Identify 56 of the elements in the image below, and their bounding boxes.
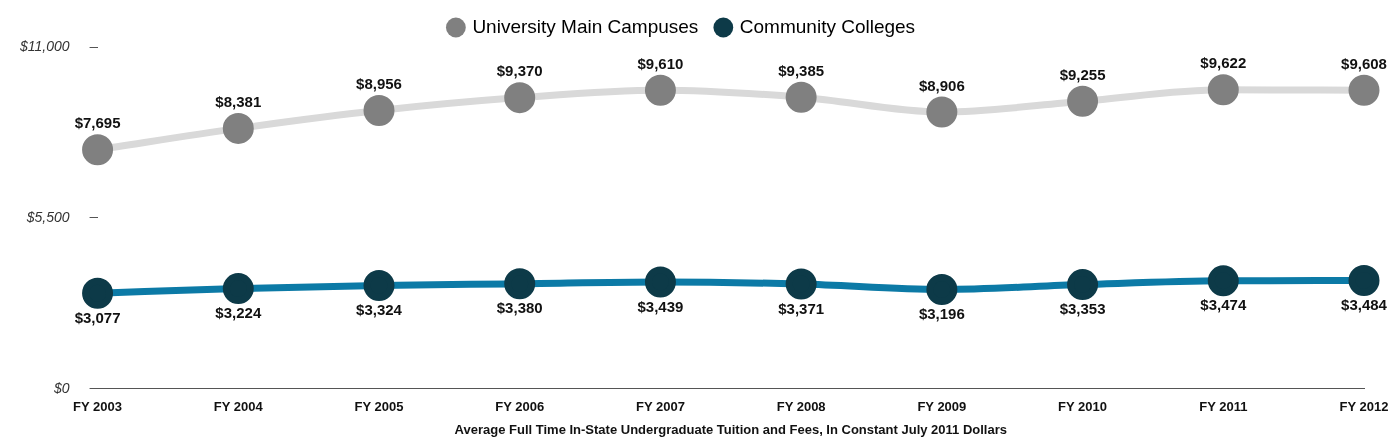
point bbox=[644, 74, 676, 106]
point bbox=[644, 266, 676, 298]
data-label: $9,610 bbox=[637, 54, 684, 72]
x-axis-title: Average Full Time In-State Undergraduate Tuition and Fees, In Constant July 2011 Dollars bbox=[454, 421, 1007, 437]
data-label: $3,484 bbox=[1341, 296, 1388, 314]
x-tick-label: FY 2008 bbox=[776, 399, 826, 415]
point bbox=[926, 96, 958, 128]
data-label: $8,956 bbox=[356, 75, 402, 93]
point bbox=[785, 81, 817, 113]
data-label: $9,385 bbox=[778, 61, 825, 79]
x-tick-label: FY 2011 bbox=[1199, 399, 1248, 415]
point bbox=[82, 134, 114, 166]
data-label: $3,324 bbox=[356, 301, 403, 319]
point bbox=[222, 112, 254, 144]
data-label: $3,371 bbox=[778, 299, 825, 317]
data-label: $9,608 bbox=[1341, 54, 1387, 72]
y-tick-label: $11,000 bbox=[18, 37, 70, 54]
data-label: $3,224 bbox=[215, 304, 262, 322]
data-label: $8,381 bbox=[215, 93, 262, 111]
data-label: $3,353 bbox=[1059, 300, 1106, 318]
point bbox=[1067, 85, 1099, 117]
y-tick-label: $0 bbox=[52, 379, 70, 396]
x-tick-label: FY 2009 bbox=[917, 399, 967, 415]
point bbox=[1207, 74, 1239, 106]
data-label: $3,196 bbox=[918, 305, 965, 323]
legend-label: University Main Campuses bbox=[472, 15, 699, 37]
data-label: $9,370 bbox=[496, 62, 543, 80]
x-tick-label: FY 2003 bbox=[73, 399, 123, 415]
point bbox=[1348, 265, 1380, 297]
point bbox=[504, 82, 536, 114]
data-label: $7,695 bbox=[74, 114, 121, 132]
data-label: $3,380 bbox=[496, 299, 543, 317]
point bbox=[926, 273, 958, 305]
data-label: $8,906 bbox=[918, 76, 965, 94]
data-label: $9,622 bbox=[1200, 54, 1247, 72]
x-tick-label: FY 2012 bbox=[1339, 399, 1389, 415]
data-label: $9,255 bbox=[1059, 65, 1106, 83]
point bbox=[1067, 269, 1099, 301]
x-tick-label: FY 2005 bbox=[354, 399, 404, 415]
point bbox=[504, 268, 536, 300]
data-label: $3,077 bbox=[74, 308, 121, 326]
x-tick-label: FY 2007 bbox=[635, 399, 685, 415]
point bbox=[785, 268, 817, 300]
x-tick-label: FY 2006 bbox=[495, 399, 545, 415]
point bbox=[82, 277, 114, 309]
y-tick-label: $5,500 bbox=[25, 208, 70, 225]
point bbox=[363, 95, 395, 127]
x-tick-label: FY 2010 bbox=[1058, 399, 1108, 415]
data-label: $3,474 bbox=[1200, 296, 1247, 314]
legend-label: Community Colleges bbox=[739, 15, 916, 37]
point bbox=[1207, 265, 1239, 297]
point bbox=[222, 273, 254, 305]
x-tick-label: FY 2004 bbox=[213, 399, 264, 415]
point bbox=[363, 270, 395, 302]
point bbox=[1348, 74, 1380, 106]
data-label: $3,439 bbox=[637, 297, 684, 315]
